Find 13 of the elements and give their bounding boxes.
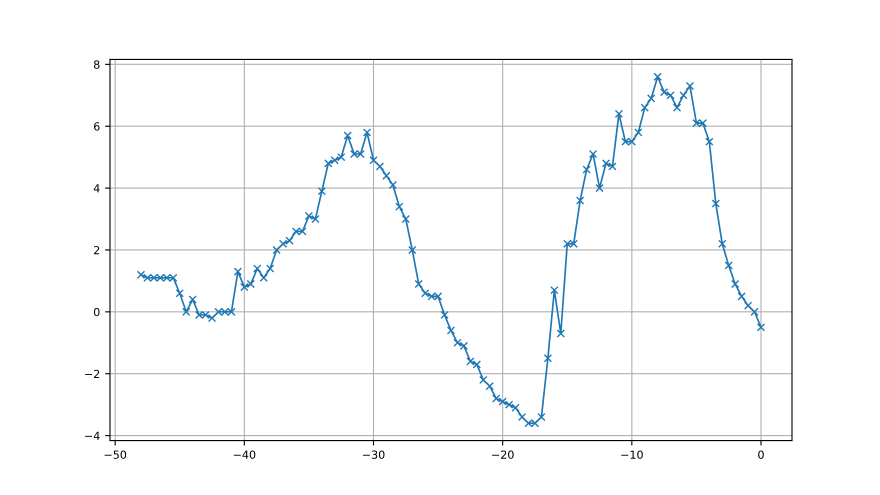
x-tick-label: −30 [362, 450, 384, 459]
y-tick-label: 8 [94, 60, 100, 69]
y-tick-label: 2 [94, 246, 100, 254]
y-tick-label: −2 [85, 370, 100, 378]
y-tick-label: 4 [94, 184, 100, 192]
x-tick-label: −10 [621, 450, 643, 459]
x-tick-label: 0 [758, 450, 764, 459]
x-tick-label: −50 [104, 450, 126, 459]
y-tick-label: 6 [94, 122, 100, 131]
y-tick-label: 0 [94, 308, 100, 316]
x-tick-label: −20 [492, 450, 514, 459]
y-tick-label: −4 [85, 432, 100, 440]
x-tick-label: −40 [234, 450, 256, 459]
